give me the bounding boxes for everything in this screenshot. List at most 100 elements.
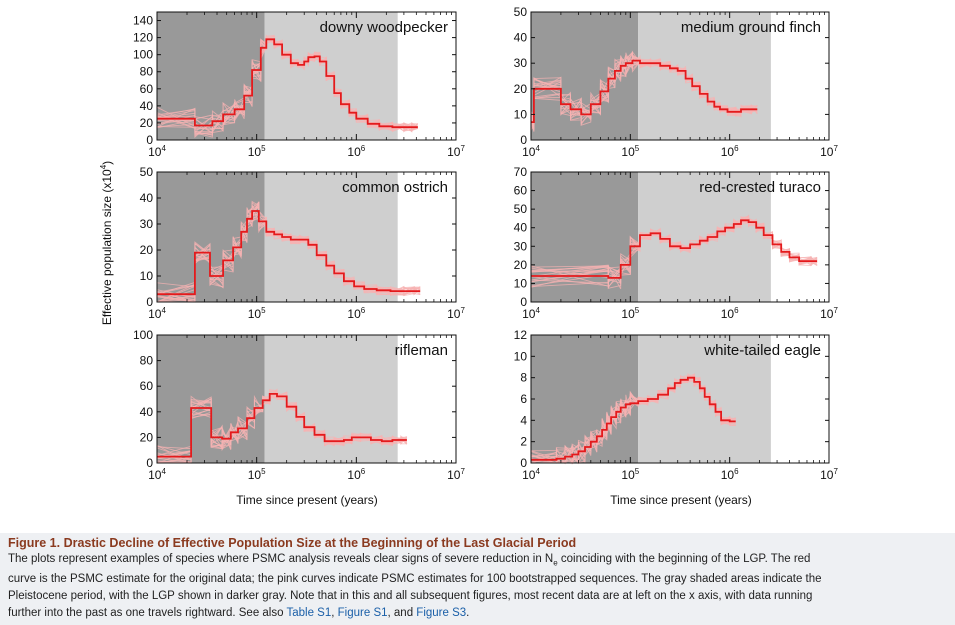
chart-panel-4: 0 10 20 30 40 50 60 70 104 105 106 107 red-crested t… (514, 165, 839, 321)
x-tick-exponent: 7 (833, 144, 838, 153)
y-tick-label: 10 (514, 276, 528, 290)
y-tick-label: 40 (140, 99, 154, 113)
y-tick-label: 0 (146, 456, 153, 470)
y-tick-label: 80 (140, 354, 154, 368)
x-tick-label: 105 (621, 306, 639, 321)
x-tick-exponent: 7 (460, 467, 465, 476)
panel-title: common ostrich (342, 179, 448, 196)
figure-s3-link[interactable]: Figure S3 (416, 607, 467, 620)
x-tick-exponent: 5 (635, 467, 640, 476)
psmc-estimate-line (157, 210, 421, 296)
bootstrap-curve (156, 205, 421, 303)
caption-line-3: Pleistocene period, with the LGP shown i… (8, 590, 813, 603)
plot-frame (156, 334, 457, 464)
y-tick-label: 40 (514, 31, 528, 45)
y-tick-label: 120 (133, 31, 153, 45)
x-tick-label: 104 (522, 144, 540, 159)
figure-s1-link[interactable]: Figure S1 (337, 607, 388, 620)
caption-line-4: further into the past as one travels rig… (8, 605, 943, 622)
panel-title: downy woodpecker (320, 19, 448, 36)
plot-frame (156, 171, 457, 303)
y-tick-label: 20 (140, 116, 154, 130)
chart-panel-1: 0 20 40 60 80 100 120 140 104 105 106 107 downy wood… (133, 11, 465, 159)
y-tick-label: 60 (140, 379, 154, 393)
x-tick-label: 105 (248, 144, 266, 159)
y-tick-label: 12 (514, 328, 528, 342)
x-tick-exponent: 4 (161, 144, 166, 153)
y-axis-label: Effective population size (x104) (99, 161, 114, 325)
x-tick-exponent: 6 (734, 467, 739, 476)
plot-frame (530, 11, 830, 141)
x-tick-label: 104 (148, 306, 166, 321)
y-tick-label: 10 (514, 107, 528, 121)
bootstrap-curve (530, 55, 758, 126)
x-tick-exponent: 4 (535, 306, 540, 315)
bootstrap-curve (156, 217, 421, 303)
x-tick-label: 107 (447, 144, 465, 159)
x-tick-label: 104 (522, 467, 540, 482)
x-tick-exponent: 6 (734, 306, 739, 315)
x-tick-exponent: 6 (361, 144, 366, 153)
y-tick-label: 0 (146, 133, 153, 147)
caption-line-1-b: coinciding with the beginning of the LGP… (557, 553, 811, 565)
y-tick-label: 20 (140, 430, 154, 444)
pleistocene-shading (638, 12, 771, 140)
x-tick-label: 106 (721, 144, 739, 159)
y-tick-label: 4 (520, 413, 527, 427)
chart-panel-5: 0 20 40 60 80 100 104 105 106 107 rifleman (133, 328, 465, 482)
x-tick-exponent: 5 (261, 306, 266, 315)
y-tick-label: 60 (140, 82, 154, 96)
x-tick-exponent: 7 (833, 306, 838, 315)
x-tick-label: 105 (621, 144, 639, 159)
x-tick-label: 107 (447, 467, 465, 482)
psmc-estimate-line (157, 393, 407, 458)
x-axis-label-right: Time since present (years) (610, 493, 752, 507)
chart-panel-3: 0 10 20 30 40 50 104 105 106 107 common ostrich (140, 165, 466, 321)
x-tick-exponent: 5 (261, 144, 266, 153)
x-tick-exponent: 6 (361, 467, 366, 476)
y-tick-label: 20 (514, 258, 528, 272)
x-tick-label: 107 (447, 306, 465, 321)
y-tick-label: 40 (140, 191, 154, 205)
y-tick-label: 50 (514, 202, 528, 216)
x-tick-exponent: 7 (833, 467, 838, 476)
x-tick-label: 106 (347, 144, 365, 159)
x-tick-exponent: 4 (161, 306, 166, 315)
caption-title: Figure 1. Drastic Decline of Effective P… (8, 536, 577, 550)
y-tick-label: 2 (520, 435, 527, 449)
x-tick-exponent: 5 (635, 144, 640, 153)
chart-panel-6: 0 2 4 6 8 10 12 104 105 106 107 white-tailed eagle (514, 328, 839, 482)
y-tick-label: 60 (514, 184, 528, 198)
x-tick-exponent: 5 (261, 467, 266, 476)
y-tick-label: 0 (520, 295, 527, 309)
psmc-estimate-line (157, 38, 418, 129)
y-tick-label: 8 (520, 371, 527, 385)
panel-title: white-tailed eagle (703, 342, 821, 359)
psmc-estimate-line (531, 376, 736, 461)
x-tick-label: 106 (347, 306, 365, 321)
x-tick-exponent: 4 (161, 467, 166, 476)
chart-panel-2: 0 10 20 30 40 50 104 105 106 107 medium ground fin… (514, 5, 839, 159)
y-tick-label: 30 (140, 217, 154, 231)
panel-title: rifleman (395, 342, 448, 359)
x-tick-exponent: 7 (460, 306, 465, 315)
y-tick-label: 10 (514, 349, 528, 363)
caption-line-1-a: The plots represent examples of species … (8, 553, 554, 565)
y-tick-label: 20 (140, 243, 154, 257)
caption-line-1: The plots represent examples of species … (8, 551, 943, 571)
table-s1-link[interactable]: Table S1 (286, 607, 332, 620)
y-tick-label: 0 (520, 133, 527, 147)
y-axis-label-end: ) (100, 161, 114, 165)
x-tick-exponent: 6 (361, 306, 366, 315)
psmc-estimate-line (531, 219, 818, 279)
y-tick-label: 50 (514, 5, 528, 19)
y-tick-label: 6 (520, 392, 527, 406)
y-tick-label: 30 (514, 239, 528, 253)
x-tick-label: 104 (522, 306, 540, 321)
x-tick-label: 107 (820, 467, 838, 482)
plot-frame (530, 171, 830, 303)
y-tick-label: 100 (133, 48, 153, 62)
caption-sep-2: , and (387, 607, 417, 620)
